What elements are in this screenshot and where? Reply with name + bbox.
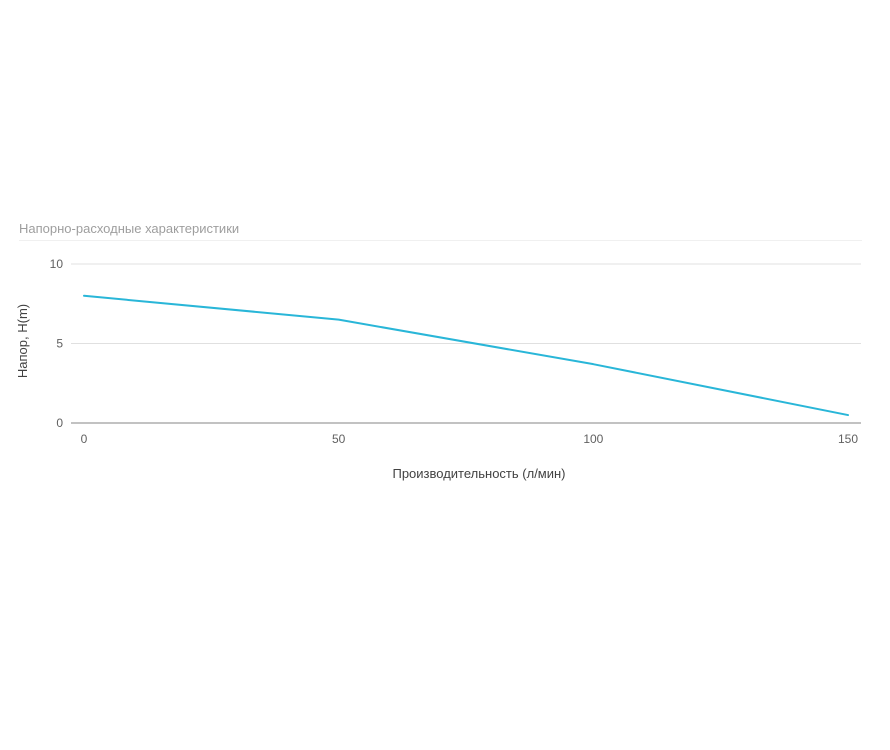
y-tick-label: 5 [56,337,63,351]
y-axis-title: Напор, Н(m) [15,304,30,378]
chart-title: Напорно-расходные характеристики [19,221,240,236]
y-tick-label: 0 [56,416,63,430]
y-tick-labels: 0 5 10 [50,257,64,430]
x-tick-label: 150 [838,432,858,446]
y-tick-label: 10 [50,257,64,271]
x-tick-label: 0 [81,432,88,446]
series-lines [83,294,849,417]
x-axis-title: Производительность (л/мин) [392,466,565,481]
series-line-0 [83,294,849,417]
gridlines [71,263,861,344]
x-tick-labels: 0 50 100 150 [81,432,859,446]
x-tick-label: 100 [583,432,603,446]
title-divider [19,240,862,241]
x-tick-label: 50 [332,432,346,446]
